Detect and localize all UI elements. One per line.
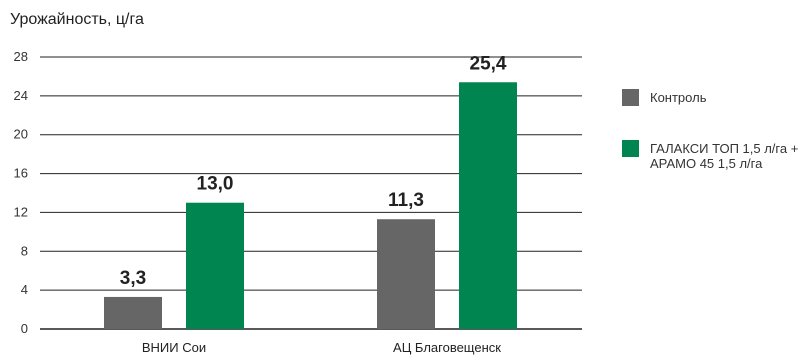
bar [104,296,162,329]
data-label: 25,4 [470,53,507,74]
legend-label: ГАЛАКСИ ТОП 1,5 л/га + [650,141,798,156]
y-tick-label: 4 [21,282,28,297]
data-label: 13,0 [197,174,234,195]
y-tick-label: 8 [21,243,28,258]
y-tick-label: 20 [14,127,28,142]
y-tick-label: 0 [21,321,28,336]
y-tick-label: 16 [14,166,28,181]
data-label: 3,3 [120,268,146,289]
chart-title: Урожайность, ц/га [10,11,144,28]
bar [186,202,244,329]
legend-swatch [622,140,639,157]
legend-swatch [622,89,639,106]
bar [377,219,435,329]
bar [459,82,517,329]
x-tick-label: ВНИИ Сои [142,340,206,355]
y-tick-label: 12 [14,204,28,219]
y-tick-label: 28 [14,49,28,64]
legend-label: АРАМО 45 1,5 л/га [650,156,763,171]
x-tick-label: АЦ Благовещенск [393,340,501,355]
legend-label: Контроль [650,90,707,105]
data-label: 11,3 [388,190,424,211]
y-tick-label: 24 [14,88,28,103]
